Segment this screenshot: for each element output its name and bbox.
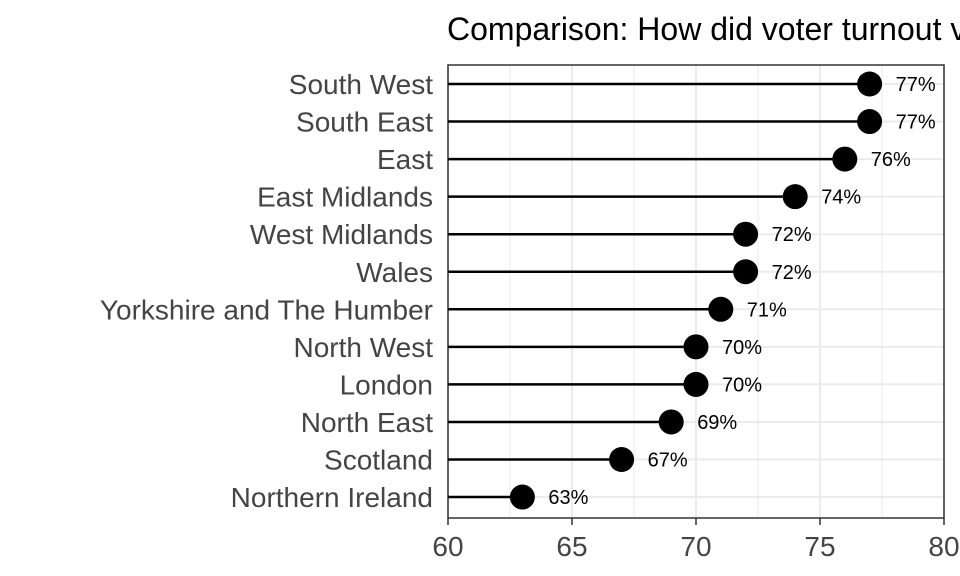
value-label: 69% xyxy=(697,412,737,434)
category-label: South West xyxy=(289,69,433,100)
value-label: 70% xyxy=(722,374,762,396)
category-label: London xyxy=(340,369,433,400)
value-label: 70% xyxy=(722,337,762,359)
category-label: Yorkshire and The Humber xyxy=(100,294,433,325)
lollipop-point xyxy=(733,259,759,285)
lollipop-point xyxy=(857,71,883,97)
value-labels: 77% 77% 76% 74% 72% 72% 71% 70% 70% 69% 67% 63% xyxy=(548,74,935,509)
value-label: 72% xyxy=(772,224,812,246)
category-labels: South West South East East East Midlands Wes… xyxy=(100,69,433,513)
lollipop-point xyxy=(609,447,635,472)
category-label: Scotland xyxy=(324,445,433,476)
lollipop-point xyxy=(708,296,734,322)
value-label: 63% xyxy=(548,487,588,509)
category-label: West Midlands xyxy=(250,219,433,250)
category-label: South East xyxy=(296,107,433,138)
points xyxy=(509,71,883,510)
category-label: North West xyxy=(293,332,433,363)
lollipop-point xyxy=(733,221,759,247)
stems xyxy=(448,82,870,499)
x-axis: 60 65 70 75 80 xyxy=(432,518,960,562)
category-label: East Midlands xyxy=(257,182,433,213)
lollipop-point xyxy=(782,184,808,210)
lollipop-point xyxy=(857,109,883,135)
value-label: 67% xyxy=(648,450,688,472)
lollipop-point xyxy=(683,334,709,360)
value-label: 76% xyxy=(871,149,911,171)
x-tick-label: 80 xyxy=(928,531,959,562)
lollipop-point xyxy=(509,484,535,510)
x-tick-label: 70 xyxy=(680,531,711,562)
value-label: 74% xyxy=(821,187,861,209)
lollipop-point xyxy=(658,409,684,435)
value-label: 71% xyxy=(747,299,787,321)
chart-title: Comparison: How did voter turnout vary b… xyxy=(447,11,960,47)
x-tick-label: 65 xyxy=(556,531,587,562)
category-label: North East xyxy=(301,407,433,438)
lollipop-point xyxy=(832,146,858,172)
category-label: Wales xyxy=(356,257,433,288)
x-tick-label: 75 xyxy=(804,531,835,562)
category-label: East xyxy=(377,144,433,175)
category-label: Northern Ireland xyxy=(231,482,433,513)
value-label: 72% xyxy=(772,262,812,284)
value-label: 77% xyxy=(896,74,936,96)
lollipop-point xyxy=(683,371,709,397)
value-label: 77% xyxy=(896,112,936,134)
x-tick-label: 60 xyxy=(432,531,463,562)
